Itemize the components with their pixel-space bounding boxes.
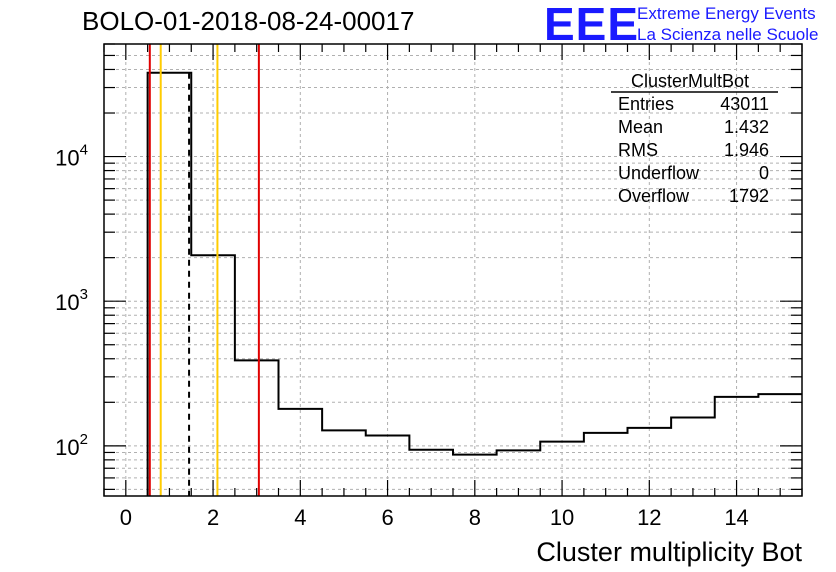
x-tick-label: 2 bbox=[207, 505, 219, 530]
stats-value: 1792 bbox=[729, 186, 769, 206]
y-tick-label: 102 bbox=[55, 431, 88, 460]
stats-value: 1.946 bbox=[724, 140, 769, 160]
logo-line-1: Extreme Energy Events bbox=[637, 4, 816, 23]
x-tick-label: 14 bbox=[724, 505, 748, 530]
x-tick-label: 10 bbox=[550, 505, 574, 530]
stats-value: 43011 bbox=[720, 94, 769, 114]
y-tick-label: 104 bbox=[55, 142, 88, 171]
plot-frame bbox=[103, 43, 803, 497]
x-tick-label: 12 bbox=[637, 505, 661, 530]
chart-title: BOLO-01-2018-08-24-00017 bbox=[82, 6, 415, 36]
stats-rows: Entries 43011 Mean 1.432 RMS 1.946 Underflow 0 O… bbox=[618, 94, 769, 206]
marker-lines-layer bbox=[148, 44, 260, 496]
stats-value: 1.432 bbox=[724, 117, 769, 137]
tick-label-layer: 0 2 4 6 8 10 12 14 102 103 104 bbox=[55, 142, 749, 530]
x-tick-label: 8 bbox=[469, 505, 481, 530]
eee-logo: EEE bbox=[544, 0, 640, 50]
stats-label: Underflow bbox=[618, 163, 700, 183]
tick-layer bbox=[103, 43, 803, 496]
stats-value: 0 bbox=[759, 163, 769, 183]
x-tick-label: 0 bbox=[120, 505, 132, 530]
stats-label: Mean bbox=[618, 117, 663, 137]
grid-layer bbox=[104, 43, 802, 496]
logo-line-2: La Scienza nelle Scuole bbox=[637, 25, 819, 44]
x-tick-label: 4 bbox=[294, 505, 306, 530]
histogram-outline bbox=[146, 71, 802, 496]
stats-label: RMS bbox=[618, 140, 658, 160]
x-axis-label: Cluster multiplicity Bot bbox=[536, 537, 802, 567]
stats-box: ClusterMultBot Entries 43011 Mean 1.432 RMS 1… bbox=[611, 71, 778, 206]
stats-title: ClusterMultBot bbox=[631, 71, 749, 91]
y-tick-label: 103 bbox=[55, 286, 88, 315]
x-tick-label: 6 bbox=[381, 505, 393, 530]
histogram-layer bbox=[146, 71, 802, 496]
stats-label: Overflow bbox=[618, 186, 690, 206]
stats-label: Entries bbox=[618, 94, 674, 114]
